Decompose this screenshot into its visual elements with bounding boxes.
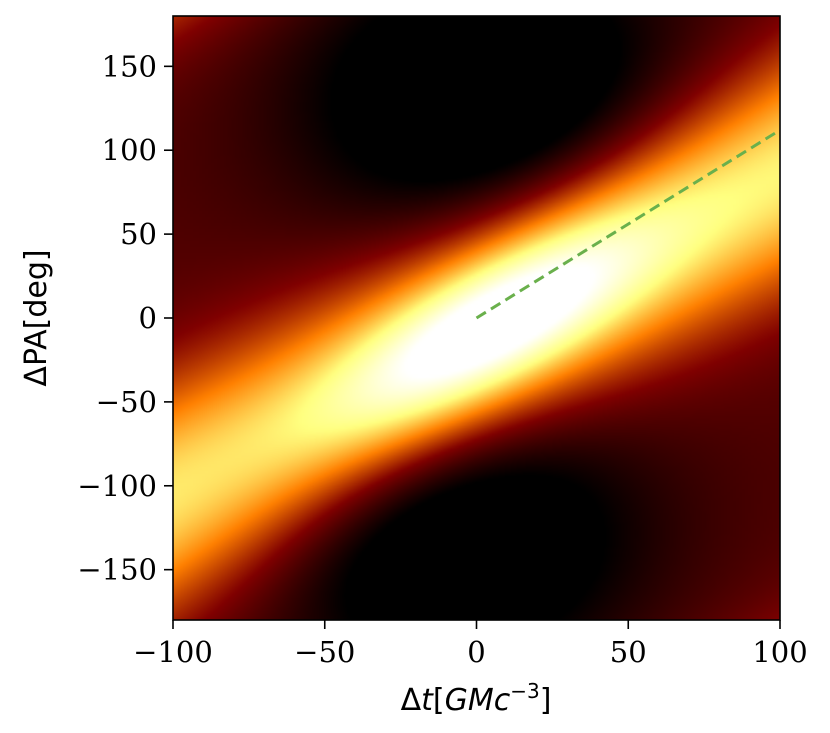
y-tick-label: −100 <box>77 469 157 503</box>
x-tick-label: −100 <box>133 635 213 669</box>
x-axis: −100 −50 0 50 100 <box>133 620 808 669</box>
x-axis-label: Δt[GMc−3] <box>401 679 552 718</box>
y-tick-label: −150 <box>77 553 157 587</box>
x-tick-label: 50 <box>610 635 647 669</box>
y-tick-label: 150 <box>102 49 157 83</box>
plot-area <box>172 15 781 621</box>
x-label-prefix: Δ <box>401 683 422 718</box>
x-label-open: [ <box>433 683 445 718</box>
x-tick-label: 0 <box>467 635 485 669</box>
x-tick-label: −50 <box>294 635 355 669</box>
y-tick-label: 50 <box>120 217 157 251</box>
x-tick-label: 100 <box>752 635 807 669</box>
y-tick-label: 0 <box>139 301 157 335</box>
x-label-var: t <box>421 683 434 718</box>
x-label-exp: −3 <box>510 679 539 703</box>
overlay-dashed-line <box>475 128 780 320</box>
y-axis: −150 −100 −50 0 50 100 150 <box>77 49 173 587</box>
y-tick-label: −50 <box>96 385 157 419</box>
y-axis-label: ΔPA[deg] <box>19 249 54 386</box>
x-label-unit: GMc <box>445 683 511 718</box>
x-label-close: ] <box>540 683 552 718</box>
y-tick-label: 100 <box>102 133 157 167</box>
overlay-layer <box>475 128 780 320</box>
